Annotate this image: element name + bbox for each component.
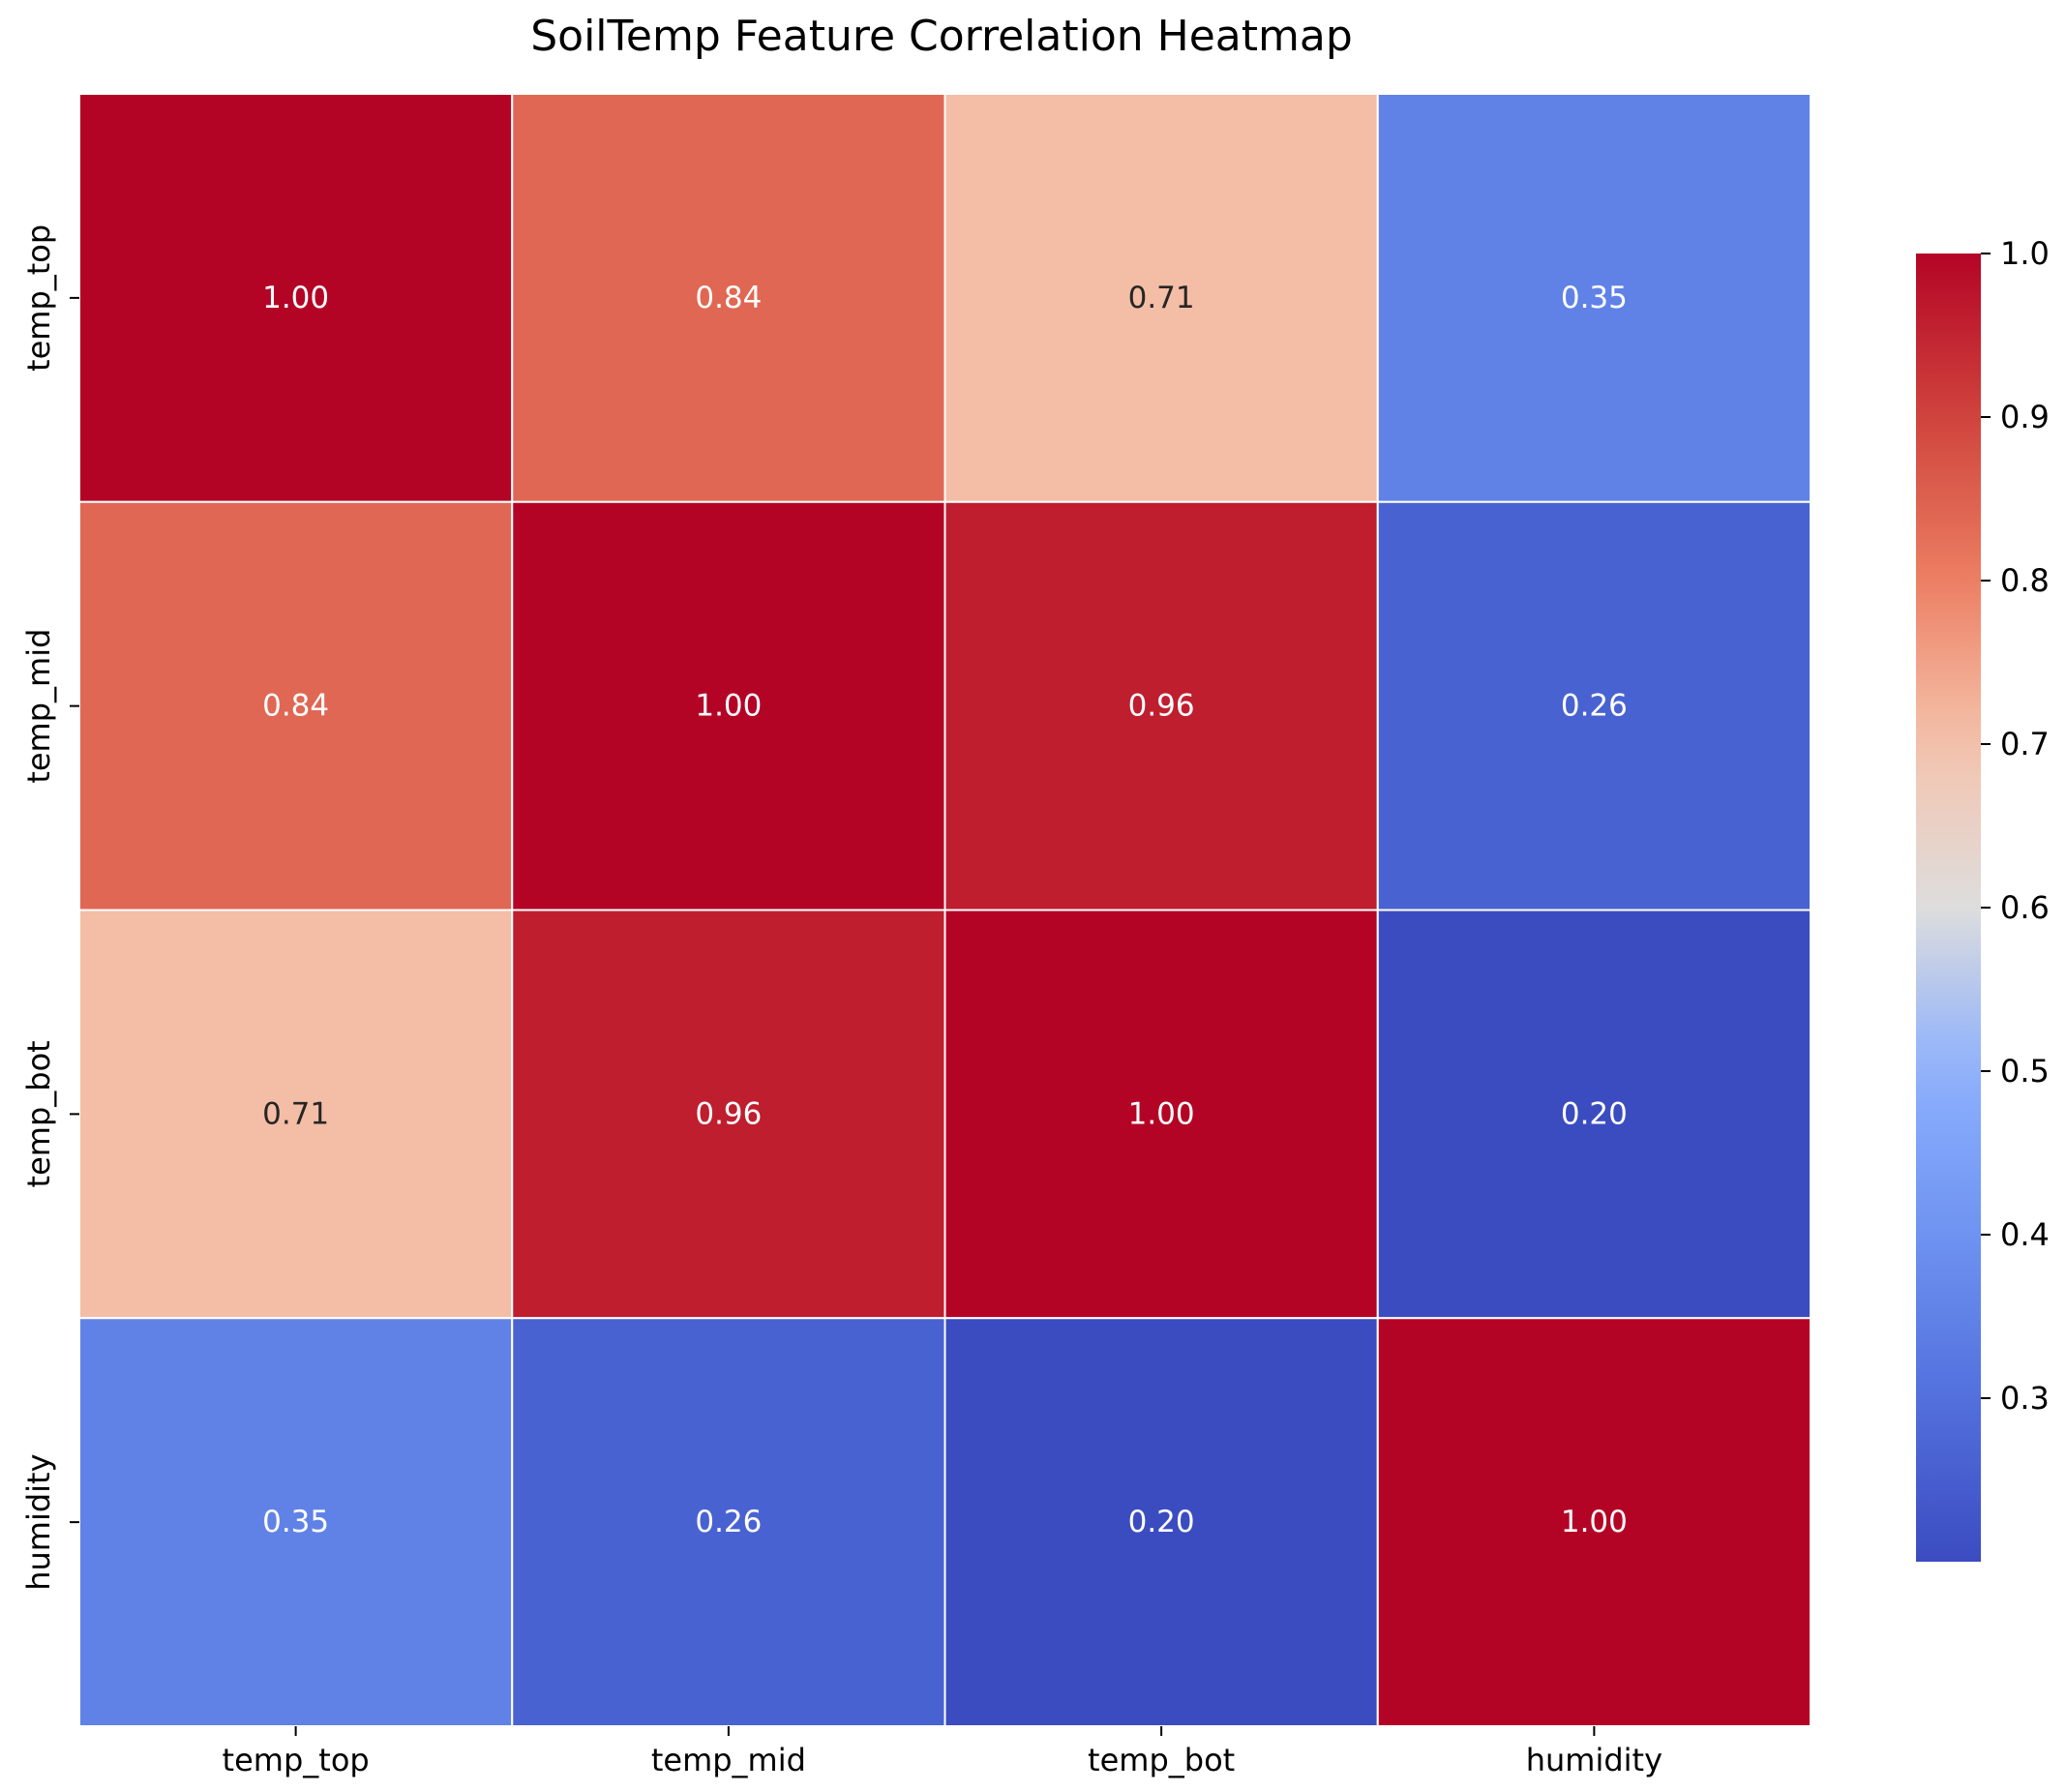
cell-value-label: 0.84 [262,689,329,724]
cell-value-label: 0.84 [695,281,762,315]
colorbar-gradient [1916,254,1981,1562]
x-tick-label: temp_top [223,1742,370,1778]
cell-value-label: 0.26 [1561,689,1628,724]
cell-value-label: 1.00 [1128,1096,1195,1131]
y-tick-label: temp_bot [20,1040,57,1187]
colorbar-tick-label: 0.6 [2000,889,2050,926]
heatmap-cell [943,500,1379,911]
cell-value-label: 0.96 [695,1096,762,1131]
y-axis: temp_top temp_mid temp_bot humidity [20,224,79,1591]
colorbar-tick-label: 0.7 [2000,726,2050,762]
heatmap-cell [78,1317,514,1727]
colorbar-tick-label: 0.9 [2000,399,2050,435]
heatmap-cells [78,93,1811,1727]
x-tick-label: humidity [1526,1742,1662,1778]
cell-value-label: 0.96 [1128,689,1195,724]
colorbar-tick-label: 1.0 [2000,235,2050,272]
colorbar: 0.3 0.4 0.5 0.6 0.7 0.8 0.9 1.0 [1916,235,2050,1562]
cell-value-label: 0.35 [1561,281,1628,315]
colorbar-tick-label: 0.5 [2000,1053,2050,1090]
cell-value-label: 1.00 [1561,1505,1628,1539]
cell-value-label: 0.71 [1128,281,1195,315]
heatmap-cell [1376,500,1811,911]
heatmap-cell [511,1317,946,1727]
cell-value-label: 0.26 [695,1505,762,1539]
heatmap-cell [943,93,1379,503]
colorbar-tick-label: 0.3 [2000,1380,2050,1417]
colorbar-ticks: 0.3 0.4 0.5 0.6 0.7 0.8 0.9 1.0 [1981,235,2050,1417]
x-axis: temp_top temp_mid temp_bot humidity [223,1726,1662,1778]
cell-value-label: 0.20 [1128,1505,1195,1539]
heatmap-cell [511,909,946,1320]
cell-value-label: 1.00 [695,689,762,724]
heatmap-annotations: 1.00 0.84 0.71 0.35 0.84 1.00 0.96 0.26 0.71 0.96… [262,281,1628,1539]
heatmap-cell [1376,909,1811,1320]
heatmap-cell [511,500,946,911]
heatmap-cell [1376,1317,1811,1727]
y-tick-label: temp_mid [20,629,57,784]
x-tick-label: temp_bot [1088,1742,1235,1778]
x-tick-label: temp_mid [651,1742,806,1778]
heatmap-cell [1376,93,1811,503]
cell-value-label: 0.35 [262,1505,329,1539]
heatmap-cell [511,93,946,503]
cell-value-label: 1.00 [262,281,329,315]
heatmap-cell [943,1317,1379,1727]
heatmap-cell [78,93,514,503]
y-tick-label: humidity [20,1453,57,1590]
colorbar-tick-label: 0.4 [2000,1216,2050,1253]
heatmap-cell [78,500,514,911]
chart-title: SoilTemp Feature Correlation Heatmap [530,12,1353,61]
cell-value-label: 0.20 [1561,1096,1628,1131]
colorbar-tick-label: 0.8 [2000,562,2050,599]
cell-value-label: 0.71 [262,1096,329,1131]
y-tick-label: temp_top [20,224,57,372]
